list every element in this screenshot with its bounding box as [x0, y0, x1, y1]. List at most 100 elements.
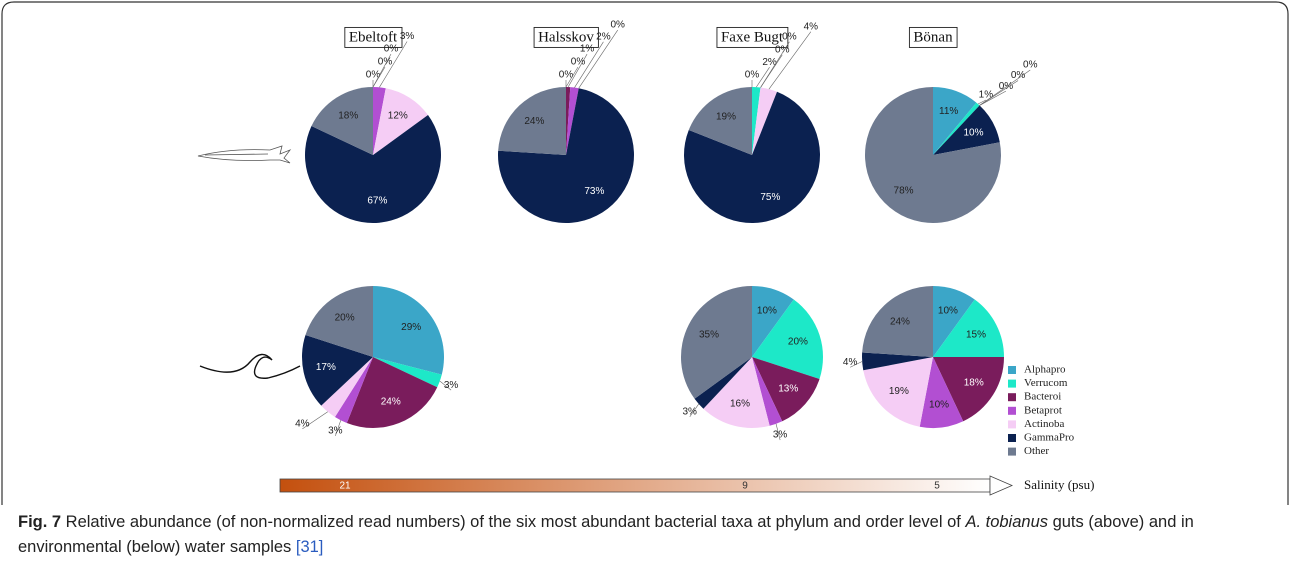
slice-label: 17% [316, 362, 336, 373]
chart: Ebeltoft Halsskov Faxe Bugt Bönan0%0%0%3%12… [1, 1, 1289, 505]
slice-label: 2% [762, 57, 777, 68]
leader-line [567, 53, 588, 88]
leader-line [335, 420, 342, 437]
legend-swatch [1008, 366, 1016, 374]
caption-text: guts (above) and in environmental (below… [18, 513, 1194, 556]
pie-slice [311, 87, 373, 155]
slice-label: 0% [384, 44, 399, 55]
pie-slice [864, 87, 1001, 223]
pie-slice [498, 87, 566, 155]
site-title: Bönan [913, 29, 953, 45]
leader-line [850, 361, 863, 368]
pie-slice [321, 357, 373, 417]
legend-swatch [1008, 447, 1016, 456]
caption-text: Relative abundance (of non-normalized re… [61, 513, 966, 531]
pie-slice [498, 88, 635, 223]
pie-slice [919, 357, 964, 429]
slice-label: 24% [890, 316, 910, 327]
legend-swatch [1008, 379, 1016, 388]
pie-slice [346, 357, 438, 428]
slice-label: 0% [775, 44, 790, 55]
slice-label: 3% [328, 426, 343, 437]
pie-slice [301, 335, 373, 406]
legend-swatch [1008, 393, 1016, 402]
slice-label: 4% [295, 419, 310, 430]
pie-slice [933, 357, 1004, 422]
caption: Fig. 7 Relative abundance (of non-normal… [18, 510, 1268, 560]
pie-slice [863, 357, 933, 427]
pie-slice [933, 87, 977, 155]
site-title: Ebeltoft [349, 29, 398, 45]
slice-label: 0% [611, 20, 626, 31]
pie-slice [752, 299, 823, 379]
figure-number: Fig. 7 [18, 513, 62, 531]
legend-swatch [1008, 420, 1016, 429]
frame [1, 1, 1289, 505]
pie-slice [688, 87, 752, 155]
leader-line [574, 41, 604, 88]
pie-slice [862, 286, 933, 357]
slice-label: 24% [381, 397, 401, 408]
pie-slice [334, 357, 373, 424]
salinity-tick: 5 [934, 481, 940, 492]
slice-label: 3% [444, 380, 459, 391]
slice-label: 10% [929, 400, 949, 411]
slice-label: 10% [757, 306, 777, 317]
leader-line [302, 411, 328, 430]
slice-label: 0% [571, 57, 586, 68]
slice-label: 1% [580, 44, 595, 55]
leader-line [760, 41, 790, 88]
site-title-box [344, 26, 403, 48]
leader-line [756, 67, 770, 88]
slice-label: 18% [338, 111, 358, 122]
pie-slice [933, 105, 1000, 155]
slice-label: 29% [401, 322, 421, 333]
leader-line [768, 31, 812, 90]
slice-label: 19% [889, 386, 909, 397]
slice-label: 0% [1011, 70, 1026, 81]
site-title: Faxe Bugt [721, 29, 784, 45]
pie-slice [752, 357, 783, 426]
site-title-box [908, 26, 958, 48]
leader-line [979, 90, 1007, 106]
slice-label: 12% [388, 111, 408, 122]
slice-label: 0% [999, 81, 1014, 92]
slice-label: 0% [559, 70, 574, 81]
fish-icon [197, 145, 292, 164]
salinity-bar [279, 478, 991, 493]
slice-label: 2% [596, 31, 611, 42]
pie-slice [752, 357, 820, 422]
pie-slice [684, 91, 820, 223]
slice-label: 19% [716, 111, 736, 122]
site-title: Halsskov [538, 29, 594, 45]
slice-label: 78% [894, 185, 914, 196]
pie-slice [305, 286, 373, 357]
leader-line [379, 41, 408, 88]
species: A. tobianus [965, 513, 1048, 531]
slice-label: 3% [683, 407, 698, 418]
reference[interactable]: [31] [295, 538, 324, 556]
pie-slice [680, 286, 752, 399]
slice-label: 10% [938, 306, 958, 317]
legend-label: Betaprot [1024, 404, 1062, 416]
slice-label: 4% [843, 357, 858, 368]
slice-label: 13% [778, 384, 798, 395]
leader-line [689, 403, 699, 418]
leader-line [979, 69, 1031, 106]
slice-label: 75% [760, 192, 780, 203]
legend-label: Other [1024, 445, 1049, 457]
slice-label: 16% [730, 398, 750, 409]
slice-label: 35% [699, 330, 719, 341]
pie-slice [373, 87, 386, 155]
legend-label: Bacteroi [1024, 391, 1061, 403]
slice-label: 20% [788, 337, 808, 348]
pie-slice [566, 87, 571, 155]
leader-line [372, 53, 392, 88]
leader-line [775, 423, 781, 441]
salinity-tick: 21 [339, 481, 351, 492]
pie-slice [373, 88, 429, 155]
pie-slice [933, 286, 975, 357]
slice-label: 0% [782, 31, 797, 42]
slice-label: 0% [745, 70, 760, 81]
wave-icon [199, 353, 301, 379]
